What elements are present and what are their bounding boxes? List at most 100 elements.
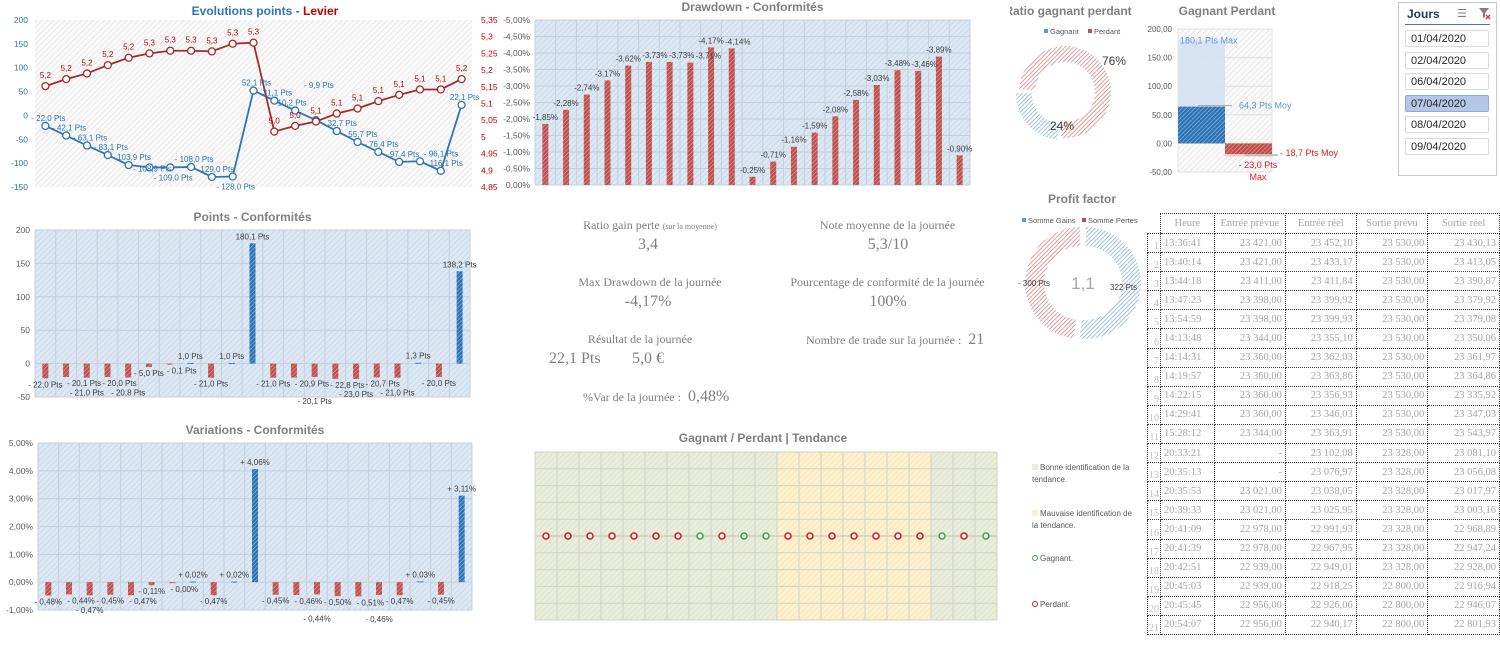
points-marker: [166, 163, 175, 172]
levier-data-label: 5,1: [373, 86, 385, 95]
row-index: 1: [1147, 232, 1161, 254]
slicer-item-02-04-2020[interactable]: 02/04/2020: [1405, 51, 1489, 69]
gagnant-marker: [696, 532, 704, 540]
data-label: - 21,0 Pts: [70, 389, 104, 398]
y-tick-label: 0,00: [1156, 139, 1172, 148]
cell-entree-reel: 22 991,93: [1284, 519, 1357, 540]
bar: [334, 582, 341, 597]
green-circle-icon: [1032, 555, 1038, 561]
points-data-label: - 83,1 Pts: [94, 143, 128, 152]
perdant-marker: [960, 532, 968, 540]
slicer-item-01-04-2020[interactable]: 01/04/2020: [1405, 30, 1489, 47]
bar: [645, 61, 652, 185]
perdant-marker: [542, 532, 550, 540]
levier-data-label: 5,1: [310, 107, 322, 116]
bar: [311, 363, 318, 378]
data-label: 180,1 Pts: [236, 232, 270, 241]
cell-entree-reel: 23 411,84: [1284, 271, 1357, 292]
slicer-item-08-04-2020[interactable]: 08/04/2020: [1405, 116, 1489, 134]
table-row: 4 13:47:23 23 398,00 23 399,92 23 530,00 23 3…: [1147, 290, 1500, 311]
bar: [270, 363, 277, 378]
y-tick-label: 100: [14, 63, 28, 73]
legend-text: Perdant.: [1040, 600, 1071, 609]
cell-sortie-reel: 23 390,87: [1427, 271, 1500, 292]
y-tick-label: 0: [23, 110, 28, 120]
levier-marker: [41, 81, 50, 91]
table-row: 11 15:28:12 23 344,00 23 363,91 23 530,00 23 …: [1147, 423, 1500, 445]
data-label: - 20,0 Pts: [102, 379, 136, 388]
data-label: -3,73%: [642, 51, 667, 60]
points-marker: [41, 121, 50, 131]
row-index: 18: [1147, 557, 1161, 578]
levier-data-label: 5,2: [456, 64, 468, 73]
data-label: + 0,02%: [220, 571, 250, 580]
slicer-item-09-04-2020[interactable]: 09/04/2020: [1405, 138, 1489, 155]
levier-data-label: 5,2: [81, 58, 93, 67]
note-moyenne-label: Note moyenne de la journée: [819, 218, 956, 232]
ratio-and-gagnant-perdant-charts: Ratio gagnant perdant Gagnant Perdant 24% 76…: [1010, 4, 1339, 182]
data-label: - 20,1 Pts: [67, 379, 101, 388]
levier-data-label: 5,2: [102, 50, 114, 59]
levier-data-label: 5,3: [227, 29, 239, 38]
levier-marker: [228, 39, 237, 48]
slicer-item-07-04-2020[interactable]: 07/04/2020: [1405, 94, 1489, 112]
multi-select-icon[interactable]: ☰: [1457, 7, 1467, 20]
levier-marker: [82, 69, 92, 78]
table-row: 1 13:36:41 23 421,00 23 452,10 23 530,00 23 4…: [1147, 232, 1500, 254]
bar: [811, 132, 818, 185]
bar: [187, 362, 194, 364]
resultat-eur-value: 5,0 €: [632, 350, 664, 367]
table-row: 12 20:33:21-23 102,08 23 328,00 23 081,10: [1147, 443, 1500, 464]
bar: [125, 363, 132, 378]
cell-sortie-prevu: 23 328,00: [1355, 557, 1429, 578]
table-row: 8 14:19:57 23 360,00 23 363,86 23 530,00 23 3…: [1147, 366, 1500, 387]
points-data-label: - 42,1 Pts: [52, 124, 86, 133]
cell-heure: 20:39:33: [1160, 500, 1215, 521]
bar: [853, 99, 860, 185]
levier-marker: [353, 104, 362, 113]
points-data-label: - 109,0 Pts: [154, 173, 193, 182]
y-tick-label: -100: [11, 158, 28, 168]
clear-filter-icon[interactable]: [1477, 6, 1491, 25]
points-marker: [186, 162, 196, 172]
data-label: -3,48%: [885, 59, 910, 68]
tendance-chart: Gagnant / Perdant | Tendance: [534, 431, 998, 621]
y-tick-label: 200: [16, 225, 30, 235]
cell-sortie-prevu: 23 530,00: [1355, 252, 1429, 273]
cell-sortie-reel: 23 413,05: [1427, 252, 1500, 273]
bar: [66, 582, 72, 595]
bar: [396, 582, 403, 596]
note-moyenne-value: 5,3/10: [867, 236, 909, 253]
bar: [228, 362, 235, 364]
cell-sortie-prevu: 23 328,00: [1355, 538, 1429, 559]
var-journee: %Var de la journée : 0,48%: [583, 388, 729, 406]
points-data-label: - 103,9 Pts: [112, 153, 151, 162]
chart-title: Gagnant / Perdant | Tendance: [679, 431, 848, 445]
cell-heure: 14:22:15: [1160, 385, 1215, 406]
y-tick-label: -1,00%: [6, 605, 33, 615]
perdant-marker: [894, 532, 902, 540]
perdant-marker: [850, 532, 858, 540]
label-text: Ratio gain perte: [583, 218, 660, 232]
bar: [314, 582, 320, 595]
cell-entree-prevue: 23 421,00: [1213, 252, 1286, 273]
evolution-points-levier-chart: Evolutions points - Levier200150100500-5…: [11, 4, 498, 192]
table-row: 16 20:41:09 22 978,00 22 991,93 23 328,00 22 …: [1147, 519, 1500, 540]
table-row: 5 13:54:59 23 398,00 23 399,93 23 530,00 23 3…: [1147, 309, 1500, 330]
levier-marker: [186, 46, 196, 55]
table-row: 6 14:13:48 23 344,00 23 355,10 23 530,00 23 3…: [1147, 328, 1500, 349]
cell-entree-prevue: -: [1213, 443, 1286, 464]
slicer-item-06-04-2020[interactable]: 06/04/2020: [1405, 73, 1489, 91]
table-row: 14 20:35:53 23 021,00 23 038,05 23 328,00 23 …: [1147, 481, 1500, 502]
y-tick-label: 1,00%: [9, 549, 34, 559]
data-label: - 20,0 Pts: [422, 379, 456, 388]
bar: [128, 582, 134, 596]
legend-text: Bonne identification de la tendance.: [1032, 463, 1130, 484]
perdant-marker: [608, 532, 616, 540]
bar: [373, 363, 380, 378]
perdant-marker: [630, 532, 638, 540]
table-row: 7 14:14:31 23 360,00 23 362,03 23 530,00 23 3…: [1147, 347, 1500, 368]
levier-data-label: 5,1: [394, 80, 406, 89]
cell-sortie-prevu: 23 530,00: [1355, 347, 1429, 368]
bar: [169, 582, 176, 584]
